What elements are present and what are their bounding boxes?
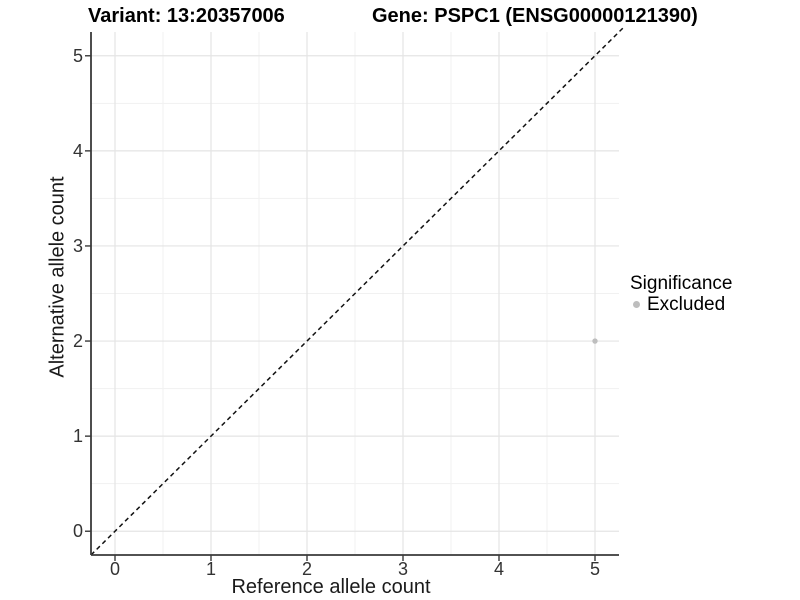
legend-item-excluded: Excluded <box>630 294 732 315</box>
legend-title: Significance <box>630 273 733 294</box>
legend-item-label: Excluded <box>647 294 726 315</box>
plot-title-variant: Variant: 13:20357006 <box>88 5 285 27</box>
legend: Significance Excluded <box>630 273 732 315</box>
x-axis-title: Reference allele count <box>231 576 431 598</box>
data-point-excluded <box>592 338 598 344</box>
plot-title-gene: Gene: PSPC1 (ENSG00000121390) <box>372 5 698 27</box>
excluded-point-icon <box>633 301 640 308</box>
identity-dashed-line <box>90 27 624 556</box>
y-axis-title: Alternative allele count <box>46 176 69 378</box>
